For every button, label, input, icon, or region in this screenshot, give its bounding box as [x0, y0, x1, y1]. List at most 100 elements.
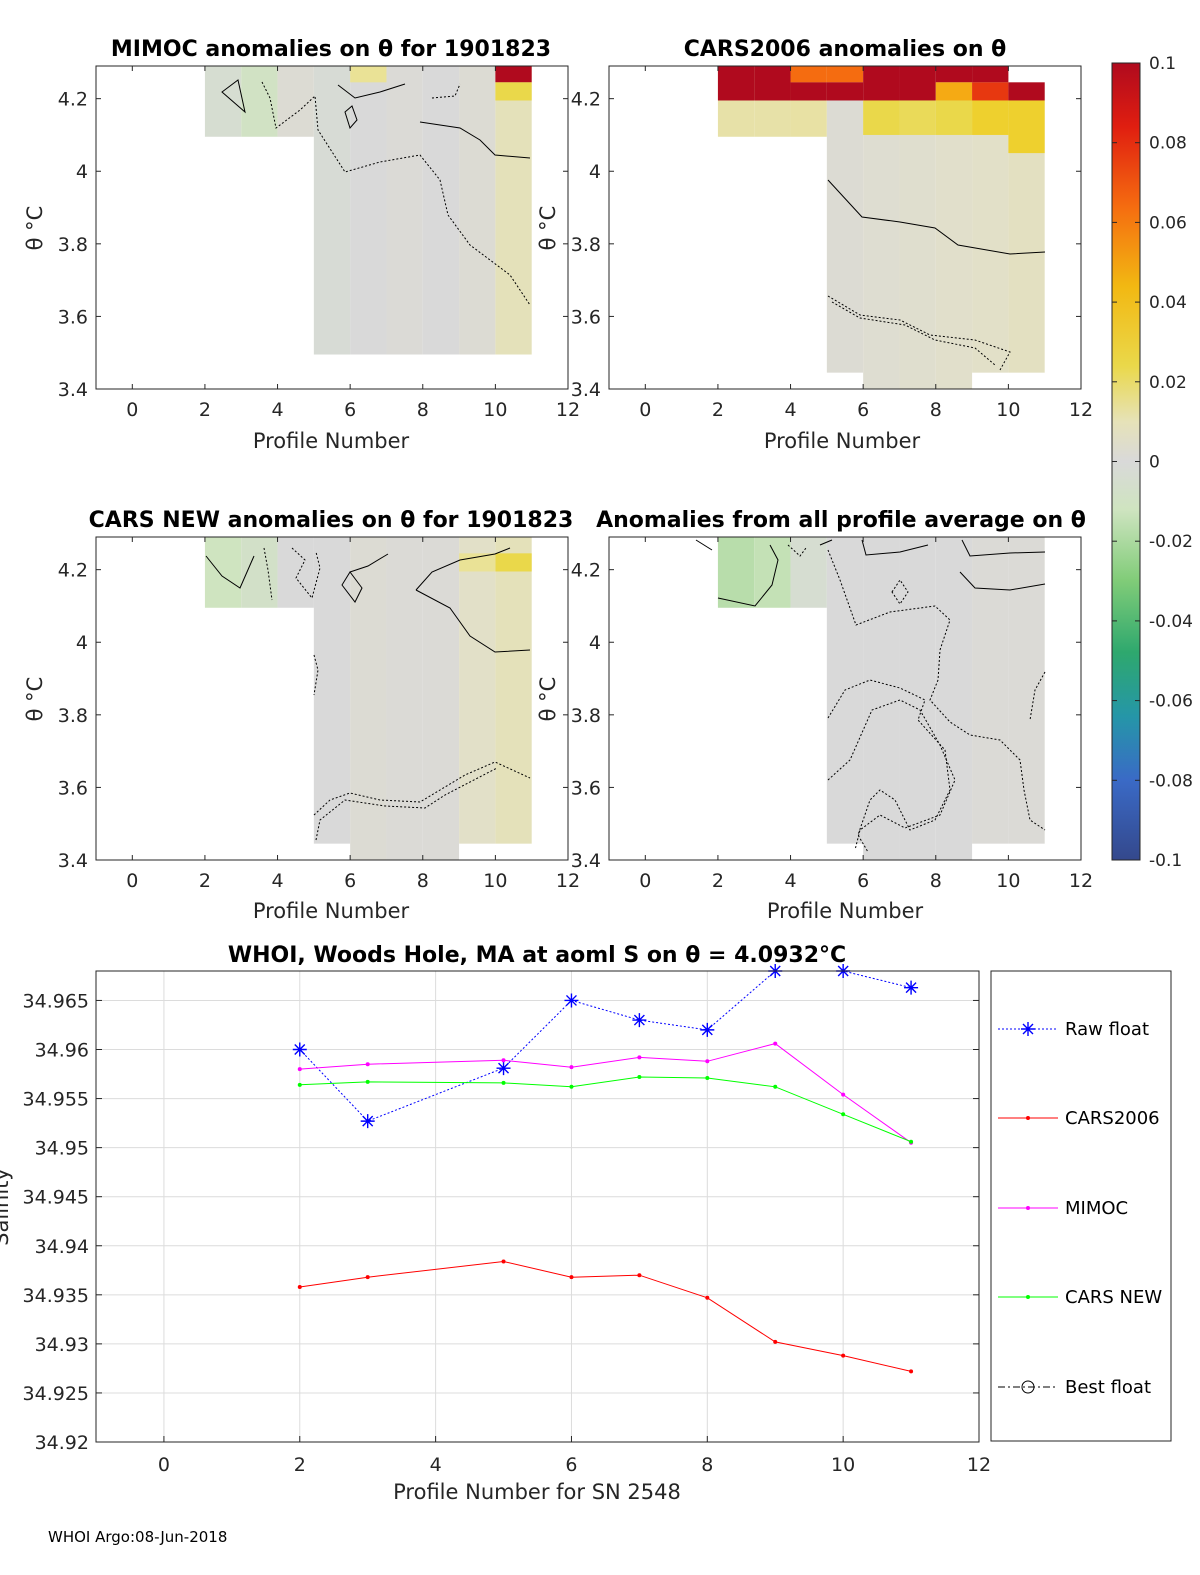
cars2006-heatmap-cells — [717, 66, 1045, 389]
salinity-x-label: Profile Number for SN 2548 — [393, 1480, 681, 1504]
salinity-plot-frame — [95, 970, 980, 1443]
x-tick-label: 8 — [417, 870, 429, 892]
y-tick-label: 4.2 — [58, 560, 88, 582]
heatmap-column-8 — [495, 66, 532, 355]
colorbar-ticks: 0.1 0.08 0.06 0.04 0.02 0 -0.02 -0.04 -0.06 -0.08… — [1112, 54, 1193, 871]
y-tick-label: 34.965 — [23, 990, 89, 1012]
data-point-star — [496, 1061, 511, 1076]
x-tick-label: 8 — [701, 1454, 713, 1476]
data-point-star — [360, 1114, 375, 1129]
y-tick-label: 3.8 — [58, 705, 88, 727]
colorbar-tick-label: -0.02 — [1149, 532, 1193, 552]
data-point-star — [700, 1022, 715, 1037]
heatmap-cell-2 — [826, 66, 864, 83]
heatmap-cell-14 — [899, 100, 936, 135]
salinity-ticks: 0 2 4 6 8 10 12 34.965 34.96 34.955 34.95 34.945 34.… — [23, 990, 992, 1476]
heatmap-column-5 — [899, 537, 936, 860]
y-tick-label: 3.6 — [571, 306, 601, 328]
cars2006-contours — [827, 179, 1046, 371]
heatmap-column-4 — [863, 537, 900, 860]
y-tick-label: 3.6 — [571, 777, 601, 799]
x-axis-label: Profile Number — [764, 429, 921, 453]
legend-items: Raw float CARS2006 MIMOC CARS NEW Best float — [998, 1019, 1162, 1398]
x-tick-label: 0 — [639, 870, 651, 892]
y-tick-label: 34.925 — [23, 1383, 89, 1405]
series-line — [299, 1260, 912, 1372]
y-tick-label: 3.8 — [571, 234, 601, 256]
x-tick-label: 12 — [556, 870, 580, 892]
data-point — [365, 1275, 370, 1280]
x-tick-label: 12 — [967, 1454, 991, 1476]
legend-item-best-float: Best float — [998, 1377, 1151, 1398]
y-tick-label: 4 — [589, 632, 601, 654]
data-point — [841, 1353, 846, 1358]
data-point — [705, 1075, 710, 1080]
heatmap-column-1 — [754, 537, 791, 608]
y-tick-label: 34.94 — [35, 1236, 89, 1258]
data-point — [501, 1080, 506, 1085]
y-axis-label: θ °C — [23, 206, 47, 251]
data-point-star — [632, 1013, 647, 1028]
legend-item-raw-float: Raw float — [998, 1019, 1149, 1040]
x-tick-label: 6 — [857, 399, 869, 421]
profile-average-panel-title: Anomalies from all profile average on θ — [596, 508, 1086, 533]
y-tick-label: 34.955 — [23, 1089, 89, 1111]
heatmap-cell-1 — [790, 66, 827, 83]
legend-label: MIMOC — [1065, 1198, 1128, 1219]
heatmap-cell-17 — [1008, 100, 1045, 154]
colorbar-tick-label: 0 — [1149, 453, 1160, 473]
cars-new-heatmap-cells — [204, 537, 532, 860]
data-point — [297, 1284, 302, 1289]
cars-new-contours — [205, 547, 531, 841]
y-axis-label: θ °C — [536, 206, 560, 251]
heatmap-cell-8 — [935, 66, 973, 83]
y-tick-label: 3.4 — [58, 850, 88, 872]
data-point — [365, 1062, 370, 1067]
x-tick-label: 6 — [344, 399, 356, 421]
y-tick-label: 4.2 — [571, 560, 601, 582]
data-point — [365, 1079, 370, 1084]
x-tick-label: 12 — [1069, 399, 1093, 421]
data-point — [569, 1084, 574, 1089]
y-tick-label: 34.92 — [35, 1432, 89, 1454]
y-tick-label: 4 — [76, 161, 88, 183]
heatmap-column-8 — [495, 537, 532, 844]
series-cars-new — [297, 1074, 914, 1144]
colorbar-tick-label: -0.1 — [1149, 851, 1182, 871]
heatmap-column-0 — [204, 66, 242, 137]
data-point — [841, 1092, 846, 1097]
data-point-star — [564, 993, 579, 1008]
legend-label: CARS NEW — [1065, 1287, 1162, 1308]
legend-label: Best float — [1065, 1377, 1151, 1398]
x-tick-label: 10 — [483, 870, 507, 892]
x-tick-label: 2 — [294, 1454, 306, 1476]
legend-label: Raw float — [1065, 1019, 1149, 1040]
x-tick-label: 2 — [199, 399, 211, 421]
series-line — [299, 1043, 912, 1144]
data-point — [773, 1339, 778, 1344]
heatmap-cell-16 — [972, 100, 1009, 135]
colorbar-tick-label: 0.04 — [1149, 293, 1187, 313]
cars2006-plot-frame — [608, 65, 1082, 390]
x-tick-label: 2 — [199, 870, 211, 892]
salinity-chart-title: WHOI, Woods Hole, MA at aoml S on θ = 4.… — [228, 943, 846, 968]
series-cars2006 — [297, 1259, 914, 1374]
heatmap-column-7 — [972, 537, 1009, 844]
mimoc-heatmap-cells — [204, 66, 532, 355]
heatmap-cell-1 — [495, 82, 532, 101]
x-tick-label: 4 — [271, 870, 283, 892]
data-point — [569, 1275, 574, 1280]
data-point — [569, 1065, 574, 1070]
profile-average-anomaly-panel: Anomalies from all profile average on θ … — [536, 508, 1093, 923]
series-raw-float — [292, 964, 919, 1129]
data-point — [637, 1055, 642, 1060]
heatmap-cell-12 — [1008, 82, 1045, 101]
x-tick-label: 8 — [417, 399, 429, 421]
cars-new-panel-title: CARS NEW anomalies on θ for 1901823 — [89, 508, 574, 533]
x-tick-label: 4 — [784, 399, 796, 421]
x-tick-label: 0 — [158, 1454, 170, 1476]
colorbar-tick-label: -0.08 — [1149, 771, 1193, 791]
heatmap-cell-15 — [935, 100, 973, 135]
x-tick-label: 12 — [556, 399, 580, 421]
